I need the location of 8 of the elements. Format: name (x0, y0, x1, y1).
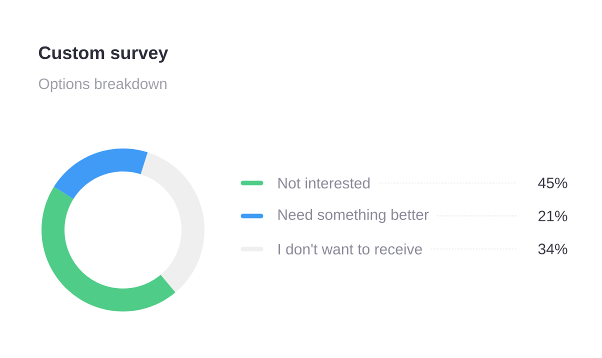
chart-subtitle: Options breakdown (38, 78, 166, 92)
data-label: 21% (538, 210, 568, 222)
legend-label: Need something better (278, 208, 429, 223)
legend-label: Not interested (278, 177, 370, 188)
chart-title: Custom survey (38, 46, 168, 63)
legend-label: I don't want to receive (278, 243, 422, 254)
data-label: 34% (538, 244, 568, 254)
data-label: 45% (538, 178, 568, 188)
